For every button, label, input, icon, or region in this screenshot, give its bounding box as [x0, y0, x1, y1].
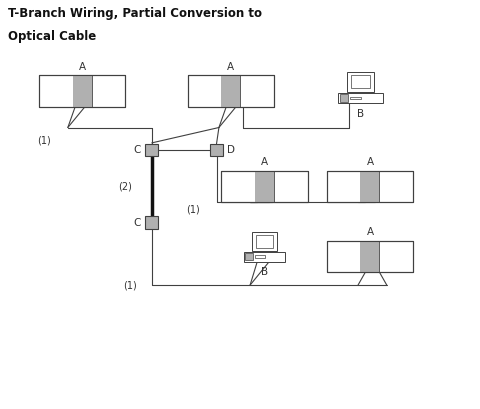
- Bar: [326, 241, 412, 272]
- Bar: [337, 93, 382, 103]
- Text: A: A: [79, 62, 85, 72]
- Text: A: A: [227, 62, 234, 72]
- Text: (1): (1): [185, 204, 199, 214]
- Bar: [39, 75, 125, 107]
- Bar: [72, 75, 92, 107]
- Text: Optical Cable: Optical Cable: [8, 30, 96, 43]
- Bar: [221, 171, 307, 202]
- Bar: [243, 252, 285, 261]
- Bar: [187, 75, 274, 107]
- Bar: [254, 255, 264, 258]
- Bar: [326, 171, 412, 202]
- Bar: [145, 216, 158, 229]
- Bar: [360, 241, 379, 272]
- Bar: [349, 97, 360, 99]
- Bar: [209, 144, 223, 157]
- Bar: [254, 171, 274, 202]
- Bar: [347, 72, 373, 92]
- Text: (2): (2): [118, 181, 132, 191]
- Text: T-Branch Wiring, Partial Conversion to: T-Branch Wiring, Partial Conversion to: [8, 7, 261, 20]
- Bar: [187, 75, 274, 107]
- Bar: [350, 75, 369, 88]
- Bar: [326, 171, 412, 202]
- Bar: [252, 232, 276, 251]
- Bar: [39, 75, 125, 107]
- Bar: [221, 171, 307, 202]
- Text: B: B: [356, 109, 363, 119]
- Bar: [221, 75, 240, 107]
- Text: B: B: [260, 267, 267, 277]
- Bar: [360, 171, 379, 202]
- Bar: [145, 144, 158, 157]
- Text: A: A: [366, 227, 373, 237]
- Text: (1): (1): [123, 281, 137, 290]
- Bar: [245, 253, 253, 260]
- Text: C: C: [133, 145, 141, 155]
- Bar: [326, 241, 412, 272]
- Bar: [339, 94, 348, 102]
- Text: A: A: [260, 157, 267, 167]
- Text: D: D: [227, 145, 235, 155]
- Bar: [255, 235, 273, 247]
- Text: C: C: [133, 218, 141, 228]
- Text: (1): (1): [37, 136, 50, 146]
- Text: A: A: [366, 157, 373, 167]
